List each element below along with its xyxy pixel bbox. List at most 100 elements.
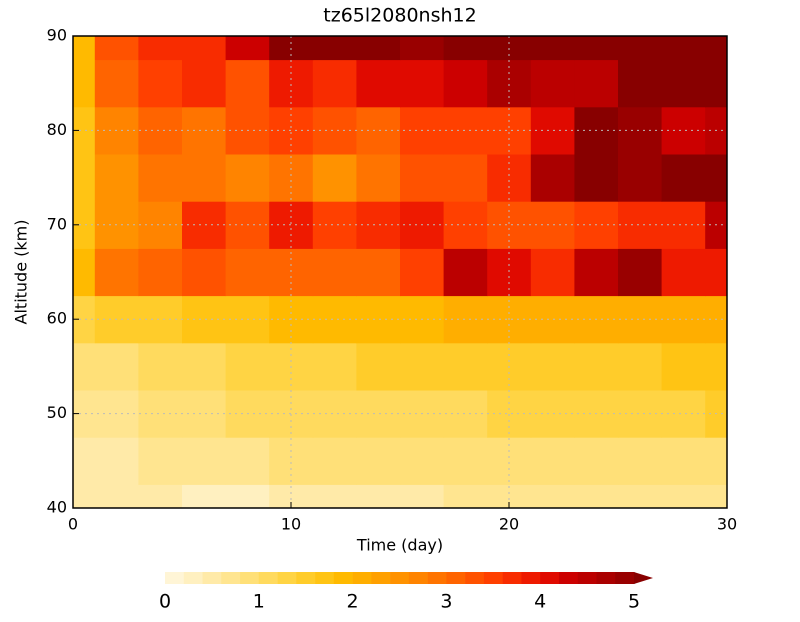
cell (182, 484, 227, 508)
cell (94, 248, 139, 297)
cell (138, 484, 183, 508)
cell (138, 437, 183, 485)
colorbar-tick-label: 3 (440, 591, 452, 613)
cell (400, 36, 445, 61)
cell (487, 484, 532, 508)
cell (443, 106, 488, 155)
cell (312, 484, 357, 508)
y-tick-label: 90 (47, 26, 67, 45)
cell (182, 59, 227, 108)
cell (400, 437, 445, 485)
cell (618, 59, 663, 108)
cell (574, 342, 619, 391)
cell (269, 106, 314, 155)
cell (443, 201, 488, 249)
y-tick-label: 40 (47, 498, 67, 517)
chart-title: tz65l2080nsh12 (323, 5, 476, 27)
cell (530, 59, 575, 108)
cell (661, 342, 706, 391)
cell (443, 342, 488, 391)
cell (530, 295, 575, 344)
cell (73, 390, 96, 438)
colorbar-swatch (502, 572, 522, 584)
cell (443, 484, 488, 508)
y-tick-label: 50 (47, 403, 67, 422)
y-tick-label: 70 (47, 214, 67, 233)
cell (182, 36, 227, 61)
y-tick-label: 60 (47, 309, 67, 328)
cell (356, 59, 401, 108)
colorbar-swatch (408, 572, 428, 584)
cell (73, 295, 96, 344)
cell (269, 154, 314, 202)
cell (618, 484, 663, 508)
cell (618, 154, 663, 202)
cell (705, 437, 727, 485)
colorbar-swatch (427, 572, 447, 584)
cell (73, 59, 96, 108)
cell (661, 154, 706, 202)
cell (138, 342, 183, 391)
cell (138, 248, 183, 297)
colorbar-swatch (558, 572, 579, 584)
cell (661, 248, 706, 297)
cell (530, 484, 575, 508)
y-tick-label: 80 (47, 120, 67, 139)
cell (73, 36, 96, 61)
colorbar-swatch (521, 572, 541, 584)
cell (530, 201, 575, 249)
cell (182, 154, 227, 202)
colorbar-swatch (221, 572, 241, 584)
cell (182, 342, 227, 391)
x-axis-label: Time (day) (356, 536, 443, 555)
colorbar-swatch (296, 572, 316, 584)
cell (356, 484, 401, 508)
cell (356, 36, 401, 61)
colorbar-swatch (258, 572, 278, 584)
cell (705, 342, 727, 391)
cell (73, 106, 96, 155)
colorbar-swatch (390, 572, 410, 584)
cell (356, 201, 401, 249)
cell (618, 437, 663, 485)
x-tick-label: 10 (281, 515, 301, 534)
cell (356, 342, 401, 391)
colorbar-swatch (577, 572, 597, 584)
x-tick-label: 30 (717, 515, 737, 534)
colorbar-swatch (540, 572, 560, 584)
cell (443, 437, 488, 485)
cell (443, 59, 488, 108)
cell (225, 437, 270, 485)
cell (530, 248, 575, 297)
cell (574, 437, 619, 485)
field (73, 36, 727, 508)
cell (356, 295, 401, 344)
cell (312, 59, 357, 108)
cell (443, 390, 488, 438)
cell (225, 342, 270, 391)
cell (574, 154, 619, 202)
cell (530, 342, 575, 391)
cell (356, 390, 401, 438)
colorbar-swatch (202, 572, 222, 584)
cell (94, 154, 139, 202)
cell (705, 154, 727, 202)
cell (356, 106, 401, 155)
cell (574, 59, 619, 108)
cell (705, 36, 727, 61)
cell (225, 36, 270, 61)
colorbar-swatch (277, 572, 297, 584)
cell (574, 36, 619, 61)
cell (138, 154, 183, 202)
cell (356, 248, 401, 297)
colorbar-swatch (596, 572, 616, 584)
plot-frame (72, 35, 728, 509)
cell (530, 36, 575, 61)
cell (312, 437, 357, 485)
colorbar-arrow (634, 572, 653, 584)
colorbar-swatch (240, 572, 260, 584)
cell (312, 248, 357, 297)
cell (73, 484, 96, 508)
cell (530, 390, 575, 438)
